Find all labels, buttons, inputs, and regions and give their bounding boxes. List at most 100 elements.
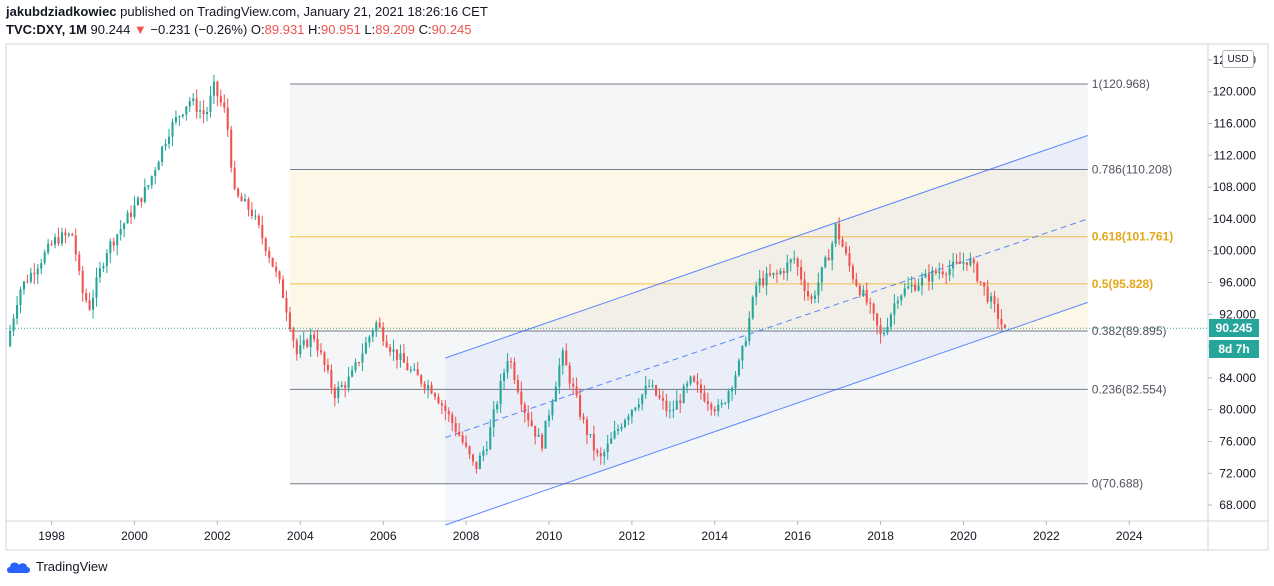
- candle: [568, 362, 571, 389]
- candle-body: [492, 409, 495, 428]
- candle-body: [385, 341, 388, 348]
- time-axis[interactable]: 1998 2000 2002 2004 2006 2008 2010 2012 2014 2016…: [38, 521, 1143, 543]
- candle-body: [230, 129, 233, 168]
- candle: [416, 361, 419, 376]
- candle: [699, 378, 702, 400]
- candle: [796, 256, 799, 276]
- candle: [492, 401, 495, 437]
- candle: [361, 343, 364, 372]
- chart-frame: [5, 43, 1269, 551]
- time-tick-label: 2000: [121, 529, 148, 543]
- candle-body: [409, 369, 412, 371]
- candle-body: [513, 362, 516, 381]
- candle-body: [534, 425, 537, 437]
- candle-body: [710, 404, 713, 410]
- candle: [910, 276, 913, 293]
- candle-body: [461, 435, 464, 443]
- candle: [243, 193, 247, 202]
- candle-body: [682, 386, 685, 403]
- candle: [257, 213, 260, 229]
- symbol-label[interactable]: TVC:DXY, 1M: [6, 22, 87, 37]
- candle: [281, 275, 285, 299]
- candle: [271, 257, 274, 268]
- candle-body: [644, 385, 647, 395]
- currency-button[interactable]: USD: [1222, 50, 1254, 68]
- bar-countdown-tag: 8d 7h: [1209, 340, 1259, 359]
- price-tick-label: 120.000: [1213, 85, 1257, 99]
- candle-body: [838, 223, 841, 240]
- candle-body: [19, 289, 22, 306]
- candle-body: [161, 146, 164, 163]
- candle-body: [240, 196, 243, 202]
- candle: [36, 264, 39, 285]
- candle: [803, 271, 806, 301]
- candle: [655, 384, 658, 397]
- candle-body: [323, 352, 326, 365]
- candle-body: [29, 272, 32, 282]
- candle-body: [199, 110, 202, 112]
- price-tick-label: 84.000: [1219, 371, 1256, 385]
- fib-level-label: 0.618(101.761): [1092, 230, 1173, 244]
- candle-body: [879, 325, 882, 335]
- candle: [644, 376, 647, 399]
- candle: [945, 271, 948, 284]
- author-name[interactable]: jakubdziadkowiec: [6, 4, 117, 19]
- candle-body: [368, 336, 371, 343]
- candle: [292, 326, 295, 349]
- candle-body: [281, 279, 285, 298]
- candle-body: [541, 434, 544, 449]
- candle-body: [465, 442, 468, 447]
- candle-body: [489, 427, 492, 450]
- candle: [717, 399, 720, 417]
- candle: [482, 446, 485, 462]
- candle-body: [920, 277, 924, 286]
- candle-body: [316, 339, 319, 351]
- candle: [637, 398, 640, 412]
- candle: [589, 434, 592, 439]
- candle: [406, 356, 409, 371]
- candle-body: [278, 271, 281, 280]
- fib-retracement[interactable]: 1(120.968) 0.786(110.208) 0.618(101.761) 0.…: [289, 77, 1173, 491]
- candle: [582, 413, 585, 424]
- candle-body: [917, 285, 920, 291]
- candle-body: [958, 262, 962, 264]
- candle: [316, 329, 319, 357]
- candle-body: [288, 312, 291, 330]
- candle: [458, 422, 461, 437]
- candle-body: [264, 238, 267, 252]
- candle-body: [893, 303, 896, 315]
- candle: [979, 281, 982, 286]
- candle: [720, 399, 723, 408]
- candle-body: [40, 263, 43, 269]
- candle-body: [907, 286, 910, 289]
- candle: [216, 80, 219, 107]
- candle: [996, 297, 1000, 330]
- candle: [57, 227, 60, 247]
- candle: [499, 373, 502, 414]
- candle-body: [886, 326, 889, 333]
- candle: [665, 393, 668, 417]
- candle: [171, 118, 174, 147]
- candle: [810, 293, 813, 304]
- candle: [741, 345, 744, 370]
- candle: [1000, 309, 1003, 331]
- price-axis[interactable]: 124.000120.000116.000112.000108.000104.0…: [1208, 53, 1256, 512]
- candle: [129, 205, 133, 225]
- low-label: L:: [364, 22, 376, 37]
- candle: [765, 266, 768, 296]
- candle: [354, 358, 357, 373]
- candle: [143, 178, 146, 204]
- candle: [955, 253, 958, 265]
- time-tick-label: 2012: [619, 529, 646, 543]
- candle-body: [333, 387, 336, 398]
- candle-body: [786, 262, 789, 274]
- tradingview-logo[interactable]: TradingView: [6, 559, 108, 574]
- candle-body: [637, 404, 640, 408]
- candle-body: [22, 281, 25, 290]
- candle-body: [800, 266, 803, 280]
- candle-body: [60, 232, 63, 244]
- candle: [136, 195, 139, 206]
- candle: [489, 419, 492, 451]
- candle-body: [509, 361, 513, 363]
